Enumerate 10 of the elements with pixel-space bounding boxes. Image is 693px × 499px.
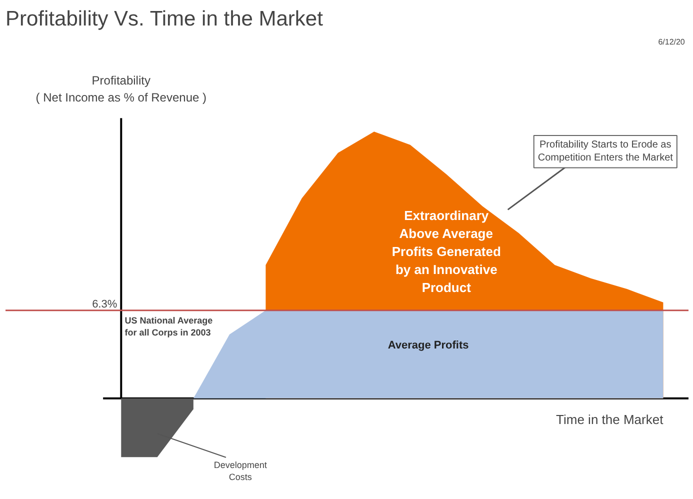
series-label: Extraordinary Above Average Profits Generated by an Innovative Product xyxy=(392,208,501,296)
annotation: 6.3% xyxy=(92,298,118,310)
y-axis-title: Profitability ( Net Income as % of Revenue ) xyxy=(36,74,207,104)
annotation: Profitability Starts to Erode as Competition Enters the Market xyxy=(538,140,674,164)
x-axis-title: Time in the Market xyxy=(556,412,664,428)
annotation: US National Average for all Corps in 2003 xyxy=(124,316,213,338)
text: Development Costs xyxy=(214,460,268,482)
series-label: Average Profits xyxy=(388,340,469,352)
chart-title: Profitability Vs. Time in the Market xyxy=(6,8,324,30)
text: 6/12/20 xyxy=(658,38,686,46)
